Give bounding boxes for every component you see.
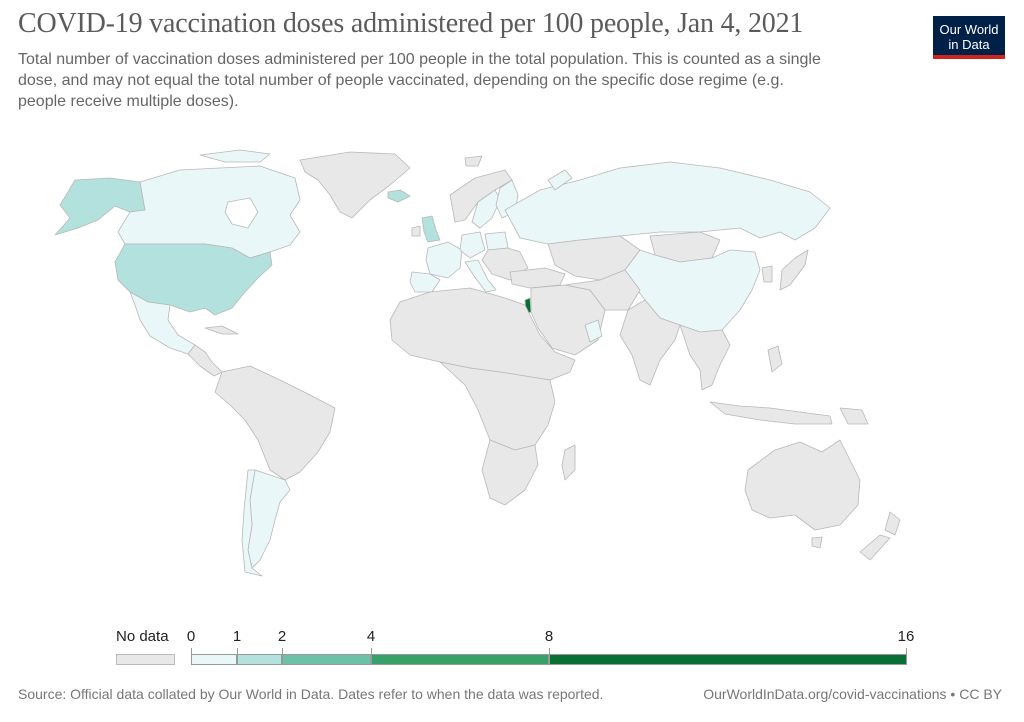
region-uae-oman[interactable] xyxy=(584,319,603,343)
legend-no-data-swatch[interactable] xyxy=(116,654,175,665)
legend-tick-label-2: 2 xyxy=(277,628,287,645)
region-canadian-arctic[interactable] xyxy=(199,149,271,163)
legend-bin-4-8[interactable] xyxy=(371,654,549,665)
legend-tick xyxy=(237,648,238,655)
region-argentina[interactable] xyxy=(247,469,291,569)
owid-logo[interactable]: Our World in Data xyxy=(933,16,1005,59)
source-url-link[interactable]: OurWorldInData.org/covid-vaccinations • … xyxy=(703,686,1002,702)
source-note: Source: Official data collated by Our Wo… xyxy=(18,686,604,702)
region-iceland[interactable] xyxy=(387,189,411,203)
legend-tick xyxy=(906,648,907,655)
region-central-africa[interactable] xyxy=(439,361,556,451)
region-india[interactable] xyxy=(619,299,681,386)
legend-tick-label-0: 0 xyxy=(186,628,196,645)
world-map[interactable] xyxy=(0,140,1024,580)
region-new-zealand[interactable] xyxy=(884,511,901,536)
logo-line-1: Our World xyxy=(939,22,999,37)
legend-tick xyxy=(371,648,372,655)
region-uk[interactable] xyxy=(421,215,441,243)
region-greenland[interactable] xyxy=(299,151,411,219)
region-turkey[interactable] xyxy=(509,267,566,289)
region-russia[interactable] xyxy=(504,161,831,245)
region-svalbard[interactable] xyxy=(464,155,483,167)
region-indonesia[interactable] xyxy=(709,401,833,425)
region-novaya-zemlya[interactable] xyxy=(547,169,573,191)
legend-tick-label-4: 4 xyxy=(366,628,376,645)
region-se-asia[interactable] xyxy=(679,324,731,391)
region-philippines[interactable] xyxy=(767,345,783,373)
region-cuba[interactable] xyxy=(204,325,239,335)
legend-tick-label-1: 1 xyxy=(232,628,242,645)
legend-tick-label-8: 8 xyxy=(544,628,554,645)
region-new-zealand-south[interactable] xyxy=(859,534,891,561)
color-legend: No data 0 1 2 4 8 16 xyxy=(0,628,1024,668)
region-southern-africa[interactable] xyxy=(481,439,539,506)
region-sweden[interactable] xyxy=(471,189,501,229)
logo-line-2: in Data xyxy=(948,37,990,52)
legend-tick-label-16: 16 xyxy=(897,628,915,645)
region-central-america[interactable] xyxy=(187,344,223,377)
region-italy[interactable] xyxy=(464,259,497,293)
region-ireland[interactable] xyxy=(411,225,421,237)
legend-bin-8-16[interactable] xyxy=(549,654,907,665)
region-tasmania[interactable] xyxy=(811,536,823,549)
legend-no-data-label: No data xyxy=(116,628,169,645)
region-iran-pakistan[interactable] xyxy=(564,269,641,311)
legend-tick xyxy=(549,648,550,655)
region-poland[interactable] xyxy=(484,231,509,251)
legend-bin-1-2[interactable] xyxy=(237,654,282,665)
region-china[interactable] xyxy=(624,249,761,333)
legend-bin-0-1[interactable] xyxy=(191,654,237,665)
region-brazil[interactable] xyxy=(214,365,336,481)
region-korea[interactable] xyxy=(761,265,773,283)
region-madagascar[interactable] xyxy=(561,444,576,481)
region-north-africa[interactable] xyxy=(389,287,576,381)
region-png[interactable] xyxy=(839,407,869,425)
region-chile[interactable] xyxy=(241,469,263,577)
chart-subtitle: Total number of vaccination doses admini… xyxy=(18,51,821,110)
region-france[interactable] xyxy=(425,241,463,279)
legend-tick xyxy=(282,648,283,655)
region-japan[interactable] xyxy=(779,249,809,291)
region-germany[interactable] xyxy=(459,231,486,259)
region-hudson-bay xyxy=(224,197,259,229)
region-australia[interactable] xyxy=(744,439,861,531)
legend-tick xyxy=(191,648,192,655)
chart-title: COVID-19 vaccination doses administered … xyxy=(18,8,804,39)
legend-bin-2-4[interactable] xyxy=(282,654,371,665)
